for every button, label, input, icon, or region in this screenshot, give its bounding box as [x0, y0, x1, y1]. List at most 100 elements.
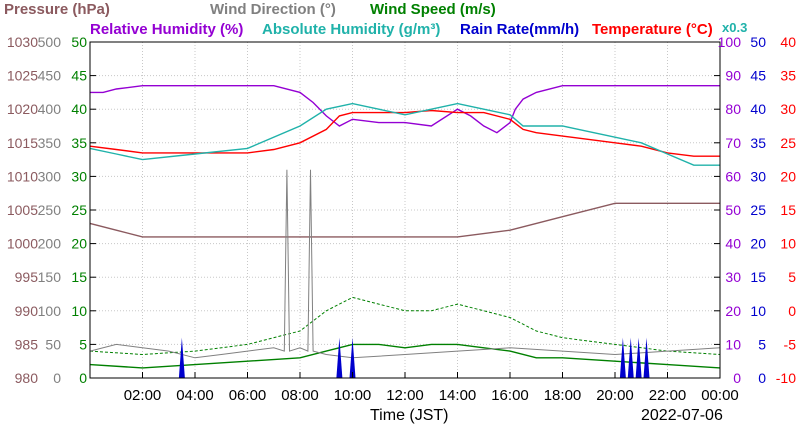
y-tick-wind-speed: 10 — [71, 303, 87, 319]
y-tick-temperature: 25 — [780, 135, 796, 151]
y-tick-rain-rate: 40 — [750, 101, 766, 117]
series-layer — [89, 85, 721, 378]
y-tick-wind-direction: 100 — [38, 303, 62, 319]
y-tick-humidity: 100 — [718, 34, 742, 50]
y-tick-humidity: 90 — [725, 68, 741, 84]
y-tick-humidity: 70 — [725, 135, 741, 151]
y-tick-pressure: 980 — [15, 370, 39, 386]
y-tick-temperature: 0 — [788, 303, 796, 319]
y-tick-wind-speed: 20 — [71, 236, 87, 252]
y-tick-temperature: 10 — [780, 236, 796, 252]
legend-relative-humidity: Relative Humidity (%) — [90, 21, 243, 38]
series-temperature — [89, 109, 720, 157]
y-tick-temperature: -5 — [784, 336, 797, 352]
y-tick-temperature: 30 — [780, 101, 796, 117]
rain-rate-mark — [336, 337, 343, 378]
y-tick-pressure: 990 — [15, 303, 39, 319]
y-tick-temperature: -10 — [776, 370, 796, 386]
date-label: 2022-07-06 — [641, 407, 723, 424]
y-tick-humidity: 60 — [725, 168, 741, 184]
y-tick-wind-direction: 350 — [38, 135, 62, 151]
y-tick-wind-speed: 35 — [71, 135, 87, 151]
rain-rate-mark — [619, 337, 626, 378]
series-wind-gust — [89, 296, 721, 356]
y-tick-pressure: 1005 — [7, 202, 38, 218]
series-relative-humidity — [90, 85, 720, 134]
y-tick-wind-direction: 300 — [38, 168, 62, 184]
y-tick-wind-speed: 5 — [79, 336, 87, 352]
y-tick-pressure: 1025 — [7, 68, 38, 84]
x-tick-label: 08:00 — [281, 387, 319, 404]
y-tick-humidity: 80 — [725, 101, 741, 117]
y-tick-temperature: 40 — [780, 34, 796, 50]
legend-temperature: Temperature (°C) — [592, 21, 713, 38]
legend-rain-scale: x0.3 — [722, 20, 747, 35]
y-tick-humidity: 20 — [725, 303, 741, 319]
rain-rate-mark — [349, 337, 356, 378]
y-tick-wind-direction: 250 — [38, 202, 62, 218]
y-tick-pressure: 985 — [15, 336, 39, 352]
rain-rate-mark — [643, 337, 650, 378]
x-tick-label: 00:00 — [701, 387, 739, 404]
legend-wind-direction: Wind Direction (°) — [210, 1, 336, 18]
rain-rate-mark — [627, 337, 634, 378]
y-tick-humidity: 0 — [733, 370, 741, 386]
y-tick-pressure: 1020 — [7, 101, 38, 117]
legend-absolute-humidity: Absolute Humidity (g/m³) — [262, 21, 440, 38]
series-wind-direction — [89, 169, 721, 359]
y-tick-temperature: 15 — [780, 202, 796, 218]
x-tick-label: 06:00 — [229, 387, 267, 404]
y-tick-humidity: 10 — [725, 336, 741, 352]
grid — [90, 42, 720, 378]
y-tick-temperature: 5 — [788, 269, 796, 285]
legend-rain-rate: Rain Rate(mm/h) — [460, 21, 579, 38]
y-tick-rain-rate: 45 — [750, 68, 766, 84]
x-tick-label: 20:00 — [596, 387, 634, 404]
y-tick-rain-rate: 10 — [750, 303, 766, 319]
y-tick-wind-speed: 25 — [71, 202, 87, 218]
x-axis-label: Time (JST) — [370, 407, 449, 424]
y-tick-rain-rate: 25 — [750, 202, 766, 218]
y-tick-pressure: 1015 — [7, 135, 38, 151]
y-tick-wind-direction: 50 — [45, 336, 61, 352]
y-tick-wind-direction: 0 — [53, 370, 61, 386]
series-pressure — [89, 202, 720, 238]
legend-wind-speed: Wind Speed (m/s) — [370, 1, 496, 18]
rain-rate-mark — [178, 337, 185, 378]
x-tick-label: 02:00 — [124, 387, 162, 404]
legend: Pressure (hPa) Wind Direction (°) Wind S… — [4, 1, 747, 38]
y-tick-pressure: 1010 — [7, 168, 38, 184]
y-tick-wind-speed: 15 — [71, 269, 87, 285]
y-tick-wind-direction: 200 — [38, 236, 62, 252]
y-tick-pressure: 1030 — [7, 34, 38, 50]
y-tick-temperature: 20 — [780, 168, 796, 184]
y-tick-rain-rate: 35 — [750, 135, 766, 151]
y-tick-wind-direction: 400 — [38, 101, 62, 117]
x-tick-label: 16:00 — [491, 387, 529, 404]
y-tick-wind-speed: 50 — [71, 34, 87, 50]
y-tick-humidity: 50 — [725, 202, 741, 218]
y-tick-wind-speed: 40 — [71, 101, 87, 117]
y-tick-pressure: 995 — [15, 269, 39, 285]
x-tick-label: 18:00 — [544, 387, 582, 404]
y-tick-wind-direction: 500 — [38, 34, 62, 50]
y-tick-wind-speed: 30 — [71, 168, 87, 184]
y-tick-rain-rate: 15 — [750, 269, 766, 285]
rain-rate-mark — [635, 337, 642, 378]
x-tick-label: 10:00 — [334, 387, 372, 404]
y-tick-rain-rate: 20 — [750, 236, 766, 252]
y-tick-wind-direction: 450 — [38, 68, 62, 84]
legend-pressure: Pressure (hPa) — [4, 1, 110, 18]
x-tick-label: 04:00 — [176, 387, 214, 404]
y-tick-rain-rate: 0 — [758, 370, 766, 386]
y-tick-rain-rate: 30 — [750, 168, 766, 184]
series-absolute-humidity — [89, 102, 720, 166]
axes: 9809859909951000100510101015102010251030… — [7, 34, 796, 404]
y-tick-humidity: 30 — [725, 269, 741, 285]
x-tick-label: 14:00 — [439, 387, 477, 404]
y-tick-temperature: 35 — [780, 68, 796, 84]
y-tick-wind-speed: 0 — [79, 370, 87, 386]
y-tick-rain-rate: 50 — [750, 34, 766, 50]
